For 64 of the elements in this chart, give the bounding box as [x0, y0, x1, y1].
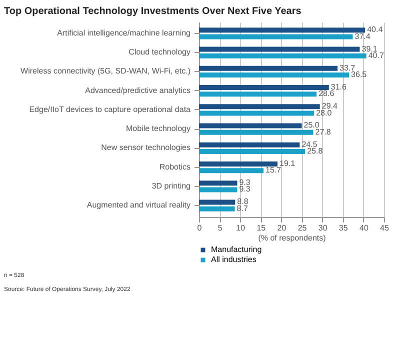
data-label: 15.7 [266, 166, 282, 175]
x-tick-label: 5 [218, 224, 223, 232]
data-label: 9.3 [239, 178, 251, 188]
bar [199, 85, 329, 90]
data-label: 33.7 [340, 63, 356, 72]
x-tick-label: 45 [380, 224, 390, 232]
data-label: 9.3 [239, 184, 251, 194]
x-tick-label: 0 [197, 224, 202, 232]
x-tick-label: 30 [318, 224, 328, 232]
y-tick-label: Robotics [159, 162, 190, 172]
y-tick-label: Artificial intelligence/machine learning [57, 28, 190, 38]
data-label: 39.1 [362, 44, 378, 54]
data-label: 27.8 [315, 127, 332, 136]
bar [199, 206, 235, 212]
chart-title: Top Operational Technology Investments Over Next Five Years [4, 6, 302, 17]
data-label: 40.7 [368, 50, 384, 60]
y-tick-label: Edge/IIoT devices to capture operational data [29, 104, 192, 114]
y-tick-label: Advanced/predictive analytics [85, 86, 190, 95]
bar [199, 46, 360, 52]
data-label: 28.6 [318, 89, 335, 98]
bar [199, 187, 238, 192]
bar [199, 53, 366, 58]
x-axis-title: (% of respondents) [258, 234, 326, 242]
x-tick-label: 20 [277, 224, 287, 232]
bar [199, 168, 264, 174]
bar [199, 142, 300, 148]
data-label: 19.1 [280, 158, 296, 168]
bar [199, 28, 366, 33]
data-label: 28.0 [316, 108, 332, 118]
bar [199, 72, 350, 78]
bar [199, 104, 320, 110]
y-tick-label: New sensor technologies [101, 143, 190, 152]
x-tick-label: 40 [359, 224, 369, 232]
y-tick-label: Augmented and virtual reality [86, 200, 190, 210]
bar [199, 149, 306, 154]
y-tick-label: Wireless connectivity (5G, SD-WAN, Wi-Fi, etc.) [20, 66, 191, 76]
data-label: 24.5 [302, 140, 318, 149]
data-label: 36.5 [351, 70, 368, 80]
data-label: 40.4 [367, 25, 384, 34]
data-label: 29.4 [322, 102, 338, 111]
x-tick-label: 35 [338, 224, 348, 232]
y-tick-label: Cloud technology [128, 48, 190, 57]
bar [199, 34, 353, 40]
bar [199, 92, 317, 97]
data-label: 8.8 [237, 197, 249, 206]
y-tick-label: 3D printing [152, 181, 190, 190]
y-tick-label: Mobile technology [126, 124, 190, 134]
data-label: 8.7 [236, 204, 248, 213]
legend-label: All industries [211, 255, 256, 264]
bar [199, 123, 302, 128]
legend-label: Manufacturing [211, 245, 262, 254]
data-label: 31.6 [330, 82, 348, 92]
bar [199, 161, 278, 166]
bar [199, 110, 314, 116]
x-tick-label: 15 [256, 224, 266, 232]
x-tick-label: 10 [236, 224, 246, 232]
x-tick-label: 25 [298, 224, 308, 232]
data-label: 25.8 [307, 146, 324, 156]
bar [199, 180, 238, 186]
bar [199, 130, 314, 135]
data-label: 37.4 [354, 32, 371, 41]
data-label: 25.0 [304, 120, 320, 130]
bar [199, 200, 236, 205]
bar [199, 66, 338, 71]
